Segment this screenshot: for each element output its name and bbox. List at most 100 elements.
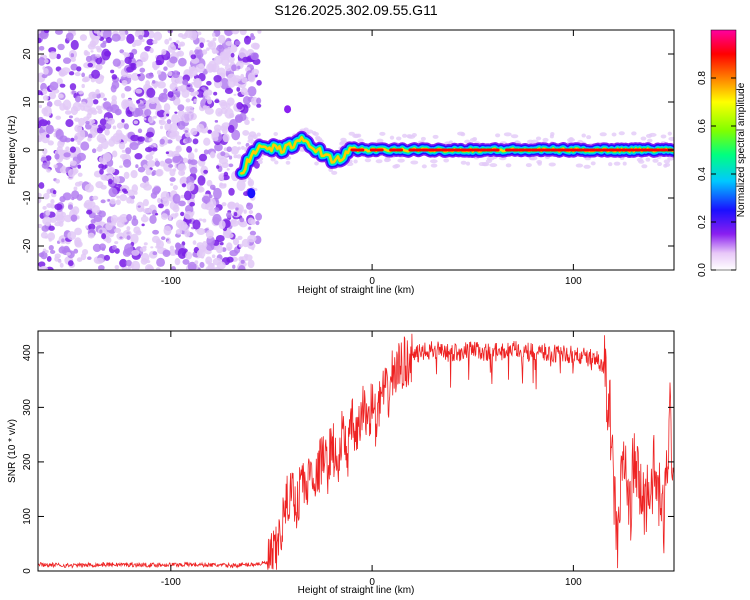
colorbar-label: Normalized spectral amplitude [736, 82, 747, 217]
noise-blob [146, 87, 156, 98]
noise-blob [101, 174, 109, 181]
noise-blob [95, 257, 104, 264]
noise-blob [236, 154, 242, 159]
noise-blob [124, 30, 129, 35]
ridge-halo-blob [270, 157, 276, 162]
ridge-halo-blob [258, 160, 263, 165]
noise-blob [215, 107, 223, 117]
noise-blob [131, 184, 139, 193]
ridge-halo-blob [411, 133, 417, 138]
noise-blob [227, 124, 235, 133]
noise-blob [110, 69, 115, 74]
noise-blob [80, 101, 87, 108]
noise-blob [237, 146, 241, 151]
spectrogram-ytick-label: -20 [22, 238, 33, 253]
noise-blob [96, 127, 104, 134]
noise-blob [192, 219, 201, 230]
noise-blob [139, 67, 146, 73]
noise-blob [47, 140, 54, 146]
noise-blob [237, 235, 243, 240]
ridge-halo-blob [495, 133, 501, 138]
noise-blob [38, 197, 42, 204]
noise-blob [229, 249, 238, 257]
noise-blob [190, 54, 197, 60]
noise-blob [199, 261, 205, 269]
colorbar-bar [710, 29, 737, 271]
noise-blob [163, 161, 173, 172]
noise-blob [247, 234, 257, 243]
noise-blob [243, 209, 247, 214]
ridge-halo-blob [273, 131, 279, 136]
noise-blob [59, 262, 64, 268]
noise-blob [79, 34, 88, 42]
noise-blob [206, 63, 215, 73]
noise-blob [95, 35, 101, 40]
noise-blob [129, 141, 139, 151]
noise-blob [251, 117, 255, 122]
noise-blob [232, 237, 240, 246]
noise-blob [177, 32, 184, 38]
noise-blob [159, 125, 164, 130]
noise-blob [109, 168, 114, 172]
noise-blob [155, 103, 162, 111]
ridge-halo-blob [622, 161, 627, 166]
noise-blob [99, 229, 103, 234]
noise-blob [103, 97, 107, 101]
noise-blob [50, 203, 56, 209]
noise-blob [174, 111, 178, 114]
noise-blob [154, 158, 159, 162]
noise-blob [98, 243, 107, 251]
ridge-halo-blob [618, 131, 625, 136]
spectrogram-plot-area [38, 30, 674, 270]
noise-blob [202, 49, 208, 55]
noise-blob [222, 133, 230, 143]
noise-blob [52, 190, 57, 195]
noise-blob [174, 212, 179, 217]
noise-blob [213, 75, 222, 83]
noise-blob [58, 69, 67, 77]
noise-blob [125, 267, 130, 270]
noise-blob [88, 91, 97, 100]
noise-blob [69, 146, 77, 153]
noise-blob [148, 96, 157, 104]
noise-blob [76, 152, 86, 162]
colorbar: 0.0 0.2 0.4 0.6 0.8 Normalized spectral ampl… [697, 29, 747, 277]
noise-blob [143, 117, 147, 121]
noise-blob [123, 135, 127, 140]
noise-blob [59, 195, 66, 203]
noise-blob [220, 101, 228, 110]
noise-blob [130, 170, 138, 179]
noise-blob [46, 101, 53, 108]
noise-blob [48, 91, 57, 100]
noise-blob [121, 118, 125, 123]
noise-blob [166, 119, 172, 124]
noise-blob [135, 164, 139, 169]
colorbar-tick-label: 0.2 [697, 215, 708, 229]
noise-blob [240, 47, 245, 52]
noise-blob [169, 132, 177, 140]
noise-blob [109, 198, 116, 205]
noise-blob [100, 42, 107, 48]
noise-blob [50, 199, 55, 205]
noise-blob [92, 195, 99, 201]
ridge-halo-blob [429, 159, 438, 164]
noise-blob [38, 192, 42, 198]
noise-blob [116, 220, 125, 228]
ridge-halo-blob [315, 135, 321, 140]
noise-blob [190, 127, 198, 136]
noise-blob [156, 257, 166, 267]
ridge-halo-blob [550, 132, 555, 137]
noise-blob [168, 37, 172, 41]
ridge-halo-blob [392, 164, 399, 169]
noise-blob [180, 170, 185, 175]
noise-blob [227, 201, 237, 210]
noise-blob [205, 256, 213, 265]
ridge-halo-blob [274, 160, 279, 165]
ridge-halo-blob [464, 139, 471, 144]
noise-blob [168, 163, 174, 168]
noise-blob [172, 168, 177, 172]
noise-blob [55, 115, 62, 120]
spectrogram-ytick-label: 0 [22, 147, 33, 153]
noise-blob [233, 211, 238, 217]
